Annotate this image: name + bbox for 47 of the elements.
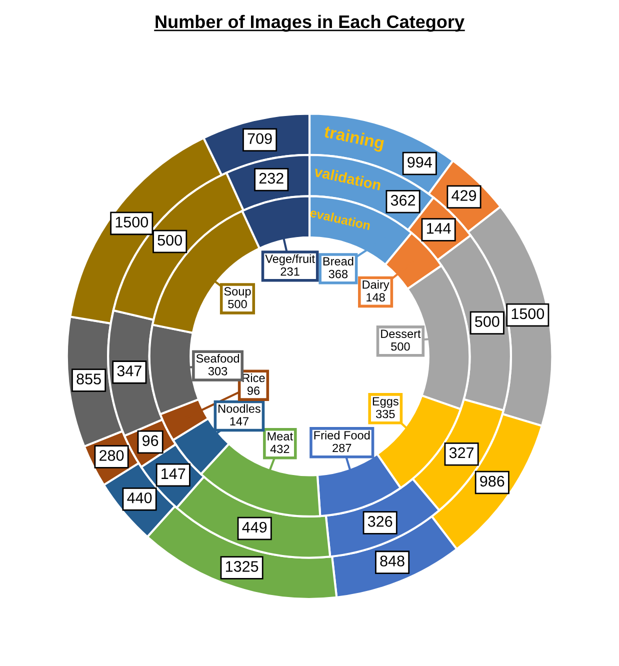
data-label: 232 [259,172,284,184]
data-label: 368 [328,270,348,278]
slice-label: Dairy [362,280,390,292]
data-label: 280 [100,450,124,461]
data-label: 147 [162,468,186,479]
data-label: 500 [475,316,500,327]
data-label: 231 [280,267,300,276]
slice-label: validation [314,166,382,190]
data-label: 148 [366,293,385,302]
slice-label: Noodles [218,404,260,413]
data-label: 500 [228,300,247,308]
data-label: 848 [380,556,404,566]
slice-label: Bread [323,256,354,266]
slice-label: Seafood [196,354,240,363]
data-label: 432 [270,444,290,454]
slice-label: Eggs [372,397,398,408]
data-label: 327 [449,447,474,458]
slice-label: Dessert [381,330,421,338]
data-label: 986 [480,476,504,487]
data-label: 994 [408,156,432,168]
data-label: 709 [248,133,272,144]
data-label: 855 [76,374,101,384]
data-label: 362 [390,194,416,206]
data-label: 500 [391,342,410,351]
slice-label: training [322,125,385,152]
slice-label: Fried Food [314,430,370,440]
data-label: 429 [452,190,476,201]
chart-title: Number of Images in Each Category [156,14,464,32]
data-label: 96 [247,386,260,395]
data-label: 347 [117,365,142,376]
data-label: 1325 [226,561,258,572]
data-label: 449 [242,522,267,533]
data-label: 1500 [116,216,148,228]
data-label: 440 [127,492,152,504]
data-label: 144 [426,223,451,234]
data-label: 335 [376,410,395,418]
data-label: 500 [158,234,182,246]
data-label: 326 [368,516,392,527]
data-label: 1500 [512,308,544,320]
data-label: 287 [332,444,352,452]
slice-label: Vege/fruit [265,254,315,266]
data-label: 147 [230,417,248,426]
slice-label: Soup [224,287,251,298]
data-label: 96 [142,435,158,446]
slice-label: evaluation [310,208,371,230]
slice-label: Meat [268,432,293,440]
data-label: 303 [208,366,228,376]
